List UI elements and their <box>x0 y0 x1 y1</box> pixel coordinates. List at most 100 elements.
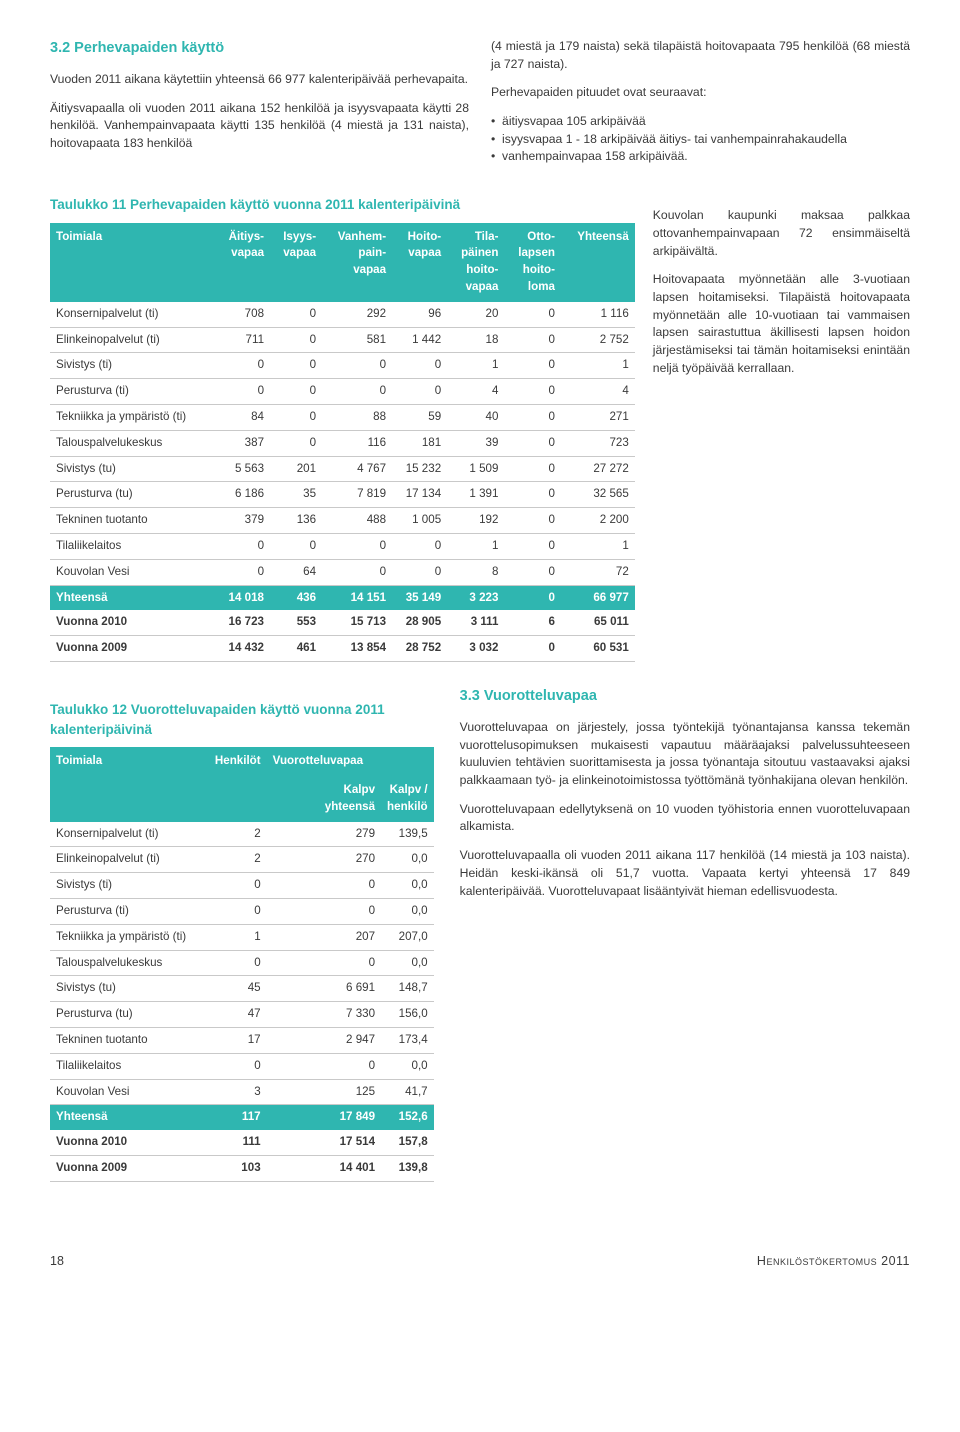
table-row: Yhteensä11717 849152,6 <box>50 1105 434 1130</box>
table-row: Yhteensä14 01843614 15135 1493 223066 97… <box>50 585 635 610</box>
t12-cell: 148,7 <box>381 976 434 1002</box>
table-row: Tekniikka ja ympäristö (ti)8408859400271 <box>50 405 635 431</box>
t12-cell: Tekniikka ja ympäristö (ti) <box>50 924 209 950</box>
table-row: Konsernipalvelut (ti)7080292962001 116 <box>50 302 635 327</box>
t12-header: Toimiala <box>50 747 209 821</box>
t11-cell: 0 <box>270 327 322 353</box>
t12-cell: 117 <box>209 1105 267 1130</box>
t12-header: Vuorotteluvapaa <box>267 747 434 776</box>
t12-cell: 0 <box>209 898 267 924</box>
t12-cell: 0 <box>267 873 381 899</box>
table-row: Perusturva (ti)0000404 <box>50 379 635 405</box>
t11-cell: 0 <box>215 379 270 405</box>
lower-columns: Taulukko 12 Vuorotteluvapaiden käyttö vu… <box>50 682 910 1182</box>
t11-cell: 3 032 <box>447 636 504 662</box>
page-footer: 18 Henkilöstökertomus 2011 <box>50 1252 910 1270</box>
t11-cell: 0 <box>322 379 392 405</box>
t11-cell: 14 432 <box>215 636 270 662</box>
t12-cell: 152,6 <box>381 1105 434 1130</box>
t11-cell: 1 <box>561 534 635 560</box>
table11-side-text: Kouvolan kaupunki maksaa palkkaa ottovan… <box>635 177 910 388</box>
page-number: 18 <box>50 1252 64 1270</box>
t11-cell: 0 <box>392 379 447 405</box>
t11-cell: 7 819 <box>322 482 392 508</box>
t12-cell: Konsernipalvelut (ti) <box>50 822 209 847</box>
t11-cell: 4 767 <box>322 456 392 482</box>
table-row: Vuonna 201011117 514157,8 <box>50 1130 434 1155</box>
t11-cell: 66 977 <box>561 585 635 610</box>
t12-cell: 0 <box>267 898 381 924</box>
t12-cell: 279 <box>267 822 381 847</box>
t11-cell: 1 391 <box>447 482 504 508</box>
table11-title: Taulukko 11 Perhevapaiden käyttö vuonna … <box>50 195 635 215</box>
t11-cell: 59 <box>392 405 447 431</box>
t12-cell: 207,0 <box>381 924 434 950</box>
t11-cell: 0 <box>504 353 561 379</box>
t12-cell: Tilaliikelaitos <box>50 1053 209 1079</box>
t12-cell: 47 <box>209 1002 267 1028</box>
t11-cell: 0 <box>270 379 322 405</box>
intro-bullet: vanhempainvapaa 158 arkipäivää. <box>491 148 910 166</box>
t11-cell: Vuonna 2010 <box>50 610 215 635</box>
t12-cell: 125 <box>267 1079 381 1105</box>
table-row: Sivistys (ti)000,0 <box>50 873 434 899</box>
t12-cell: 270 <box>267 847 381 873</box>
table-row: Sivistys (tu)5 5632014 76715 2321 509027… <box>50 456 635 482</box>
t12-cell: Talouspalvelukeskus <box>50 950 209 976</box>
t12-cell: 0 <box>267 1053 381 1079</box>
t11-cell: 488 <box>322 508 392 534</box>
table-row: Tekninen tuotanto3791364881 00519202 200 <box>50 508 635 534</box>
t11-cell: 0 <box>504 405 561 431</box>
t11-cell: 0 <box>504 430 561 456</box>
table11-block: Taulukko 11 Perhevapaiden käyttö vuonna … <box>50 177 635 662</box>
t11-cell: 4 <box>447 379 504 405</box>
t11-cell: Elinkeinopalvelut (ti) <box>50 327 215 353</box>
t11-cell: 15 232 <box>392 456 447 482</box>
t11-cell: 0 <box>215 534 270 560</box>
t12-cell: Perusturva (tu) <box>50 1002 209 1028</box>
section-heading-3-2: 3.2 Perhevapaiden käyttö <box>50 38 469 59</box>
t12-cell: 2 <box>209 847 267 873</box>
t11-cell: 3 223 <box>447 585 504 610</box>
table-row: Perusturva (tu)477 330156,0 <box>50 1002 434 1028</box>
t12-cell: 0 <box>209 873 267 899</box>
t11-cell: 5 563 <box>215 456 270 482</box>
t12-cell: 1 <box>209 924 267 950</box>
t11-cell: Tekninen tuotanto <box>50 508 215 534</box>
t11-cell: 0 <box>392 559 447 585</box>
t12-cell: 14 401 <box>267 1155 381 1181</box>
t11-cell: 1 <box>447 534 504 560</box>
t11-cell: Tekniikka ja ympäristö (ti) <box>50 405 215 431</box>
table-row: Talouspalvelukeskus3870116181390723 <box>50 430 635 456</box>
section-heading-3-3: 3.3 Vuorotteluvapaa <box>460 686 910 707</box>
t12-cell: 0 <box>209 950 267 976</box>
intro-bullet: isyysvapaa 1 - 18 arkipäivää äitiys- tai… <box>491 131 910 149</box>
t11-cell: 27 272 <box>561 456 635 482</box>
t11-cell: 461 <box>270 636 322 662</box>
t11-cell: 553 <box>270 610 322 635</box>
t11-cell: Perusturva (ti) <box>50 379 215 405</box>
t11-header: Äitiys-vapaa <box>215 223 270 302</box>
t11-cell: 0 <box>215 353 270 379</box>
t11-cell: 39 <box>447 430 504 456</box>
t11-cell: 0 <box>270 430 322 456</box>
t11-cell: 201 <box>270 456 322 482</box>
t12-cell: 0,0 <box>381 873 434 899</box>
t11-cell: Kouvolan Vesi <box>50 559 215 585</box>
t12-cell: 139,5 <box>381 822 434 847</box>
t11-cell: 0 <box>322 353 392 379</box>
t12-cell: 3 <box>209 1079 267 1105</box>
intro-p1: Vuoden 2011 aikana käytettiin yhteensä 6… <box>50 71 469 89</box>
t11-cell: 181 <box>392 430 447 456</box>
t12-cell: Tekninen tuotanto <box>50 1027 209 1053</box>
t11-cell: 0 <box>322 559 392 585</box>
t11-cell: 28 905 <box>392 610 447 635</box>
t11-cell: Tilaliikelaitos <box>50 534 215 560</box>
table-row: Kouvolan Vesi312541,7 <box>50 1079 434 1105</box>
t11-cell: 40 <box>447 405 504 431</box>
t11-cell: 14 151 <box>322 585 392 610</box>
t11-cell: 0 <box>270 534 322 560</box>
t11-cell: Talouspalvelukeskus <box>50 430 215 456</box>
t11-header: Vanhem-pain-vapaa <box>322 223 392 302</box>
t11-cell: 88 <box>322 405 392 431</box>
